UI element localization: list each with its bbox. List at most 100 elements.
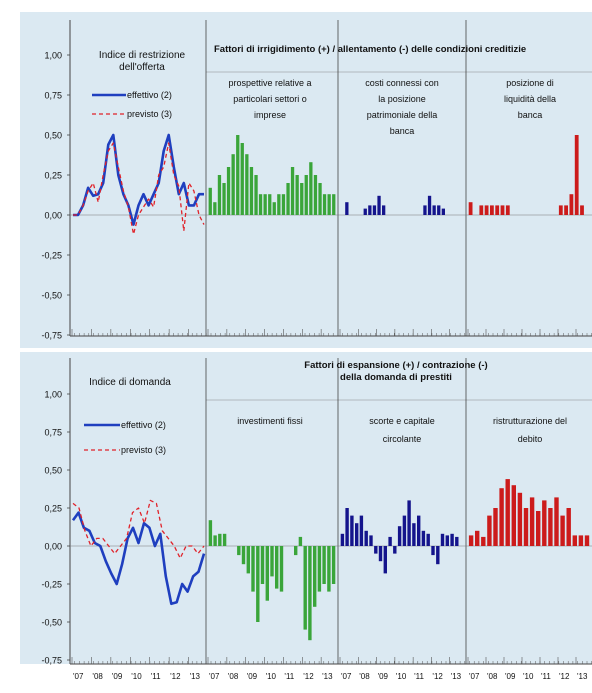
bottom-panel1-bar: [294, 546, 298, 556]
top-y-tick-label: -0,25: [41, 251, 62, 261]
bottom-panel3-bar: [548, 508, 553, 546]
bottom-y-tick-label: -0,25: [41, 580, 62, 590]
bottom-panel2-bar: [440, 533, 445, 546]
bottom-panel3-bar: [468, 535, 474, 546]
x-tick-label: '11: [151, 672, 161, 681]
top-panel3-bar: [580, 205, 584, 215]
top-panel1-bar: [286, 183, 290, 215]
top-left-title-line2: dell'offerta: [119, 62, 165, 73]
top-y-tick-label: 0,25: [44, 171, 62, 181]
top-panel1-bar: [268, 194, 272, 215]
top-panel2-label-line3: patrimoniale della: [367, 110, 438, 120]
bottom-right-title-line2: della domanda di prestiti: [340, 372, 452, 383]
top-panel3-bar: [564, 205, 568, 215]
bottom-panel2-bar: [374, 546, 378, 554]
bottom-panel2-bar: [388, 536, 392, 546]
top-panel3-bar: [490, 205, 494, 215]
bottom-panel1-bar: [222, 533, 227, 546]
bottom-panel1-bar: [313, 546, 317, 607]
bottom-panel2-label-line1: scorte e capitale: [369, 416, 435, 426]
bottom-panel2-bar: [378, 546, 383, 562]
bottom-panel3-bar: [584, 535, 590, 546]
bottom-legend-previsto-label: previsto (3): [121, 445, 166, 455]
bottom-panel3-bar: [475, 530, 480, 546]
top-panel1-bar: [277, 194, 281, 215]
x-tick-label: '08: [359, 672, 370, 681]
bottom-y-tick-label: -0,50: [41, 618, 62, 628]
top-panel2-bar: [368, 205, 372, 215]
top-panel1-bar: [300, 183, 304, 215]
top-panel3-bar: [574, 135, 579, 215]
bottom-y-tick-label: 0,75: [44, 428, 62, 438]
x-tick-label: '11: [284, 672, 294, 681]
top-y-tick-label: 0,50: [44, 131, 62, 141]
x-tick-label: '13: [451, 672, 462, 681]
top-panel1-label-line3: imprese: [254, 110, 286, 120]
top-panel2-bar: [363, 208, 367, 215]
x-tick-label: '11: [414, 672, 424, 681]
bottom-panel1-bar: [237, 546, 241, 556]
top-panel2-bar: [437, 205, 441, 215]
bottom-panel1-bar: [298, 536, 303, 546]
top-panel2-bar: [423, 205, 427, 215]
bottom-y-tick-label: 0,00: [44, 542, 62, 552]
top-panel1-bar: [309, 162, 313, 215]
bottom-panel2-bar: [402, 515, 407, 546]
bottom-panel3-bar: [481, 536, 486, 546]
bottom-panel2-bar: [355, 523, 359, 546]
bottom-panel1-bar: [303, 546, 307, 630]
x-tick-label: '07: [73, 672, 84, 681]
bottom-panel2-bar: [359, 515, 364, 546]
bottom-panel3-bar: [542, 500, 547, 546]
bottom-panel3-bar: [493, 508, 498, 546]
top-panel1-bar: [236, 135, 240, 215]
x-tick-label: '09: [112, 672, 123, 681]
bottom-panel2-bar: [431, 546, 435, 556]
top-panel3-label-line3: banca: [518, 110, 543, 120]
x-tick-label: '10: [523, 672, 534, 681]
bottom-panel3-bar: [487, 515, 492, 546]
bottom-panel3-bar: [523, 508, 529, 546]
x-tick-label: '12: [303, 672, 314, 681]
top-panel1-bar: [217, 175, 222, 215]
bottom-panel1-bar: [317, 546, 322, 592]
top-panel2-bar: [441, 208, 445, 215]
top-panel1-bar: [322, 194, 327, 215]
top-panel3-bar: [468, 202, 473, 215]
bottom-panel3-label-line2: debito: [518, 434, 543, 444]
bottom-panel3-bar: [536, 511, 541, 546]
top-right-title: Fattori di irrigidimento (+) / allentame…: [214, 44, 526, 55]
top-panel1-bar: [327, 194, 331, 215]
bottom-y-tick-label: -0,75: [41, 656, 62, 666]
top-panel3-bar: [569, 194, 574, 215]
x-tick-label: '07: [341, 672, 352, 681]
top-panel2-bar: [427, 195, 432, 215]
top-panel1-bar: [254, 175, 258, 215]
bottom-panel2-bar: [445, 535, 449, 546]
top-panel1-bar: [272, 202, 276, 215]
bottom-panel3-bar: [511, 485, 516, 546]
bottom-panel1-bar: [218, 533, 222, 546]
bottom-panel1-bar: [251, 546, 255, 592]
bottom-panel3-bar: [572, 535, 577, 546]
top-panel1-bar: [318, 183, 322, 215]
bottom-panel1-bar: [213, 535, 217, 546]
bottom-panel1-bar: [260, 546, 265, 584]
x-tick-label: '09: [247, 672, 258, 681]
top-panel1-bar: [332, 194, 336, 215]
bottom-panel2-bar: [369, 535, 373, 546]
top-y-tick-label: -0,50: [41, 291, 62, 301]
bottom-panel3-label-line1: ristrutturazione del: [493, 416, 567, 426]
top-panel1-bar: [245, 154, 249, 215]
bottom-panel2-bar: [426, 533, 430, 546]
top-panel1-bar: [213, 202, 217, 215]
top-panel1-bar: [295, 175, 299, 215]
bottom-panel1-bar: [308, 546, 312, 641]
x-tick-label: '10: [396, 672, 407, 681]
bottom-panel2-bar: [345, 508, 349, 546]
top-panel3-bar: [500, 205, 505, 215]
top-panel1-bar: [231, 154, 235, 215]
x-tick-label: '10: [266, 672, 277, 681]
